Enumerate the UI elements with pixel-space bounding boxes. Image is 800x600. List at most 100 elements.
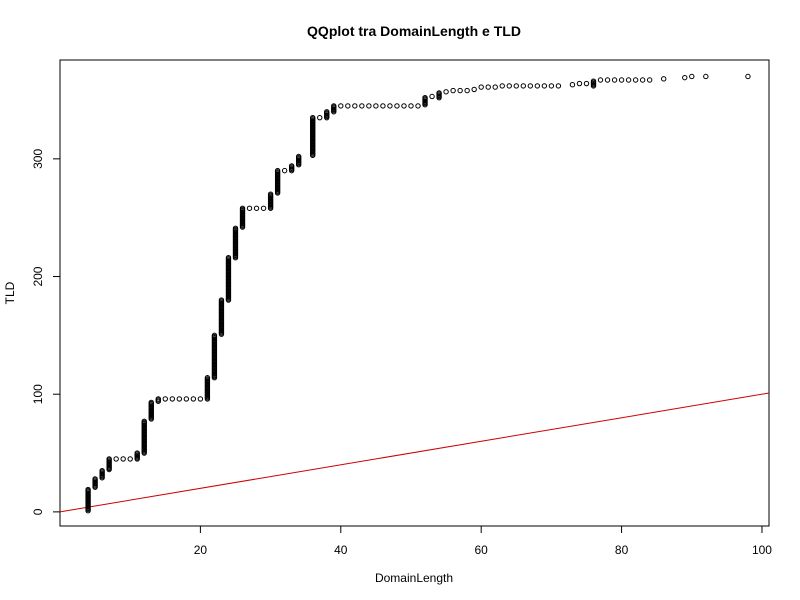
y-tick-label: 200 <box>31 266 45 286</box>
data-point <box>373 103 379 109</box>
data-point <box>401 103 407 109</box>
data-point <box>464 87 470 94</box>
data-point <box>443 89 449 95</box>
data-point <box>338 103 344 109</box>
data-point <box>555 83 562 89</box>
y-axis: 0 100 200 300 <box>31 149 60 515</box>
data-point <box>639 77 646 83</box>
data-point <box>218 297 225 303</box>
x-tick-label: 20 <box>194 543 208 557</box>
data-point <box>541 83 548 89</box>
x-axis-label: DomainLength <box>375 571 453 585</box>
data-point <box>232 225 239 231</box>
data-point <box>625 77 632 83</box>
data-point <box>576 80 583 87</box>
data-point <box>211 332 218 339</box>
data-point <box>176 396 183 402</box>
data-point <box>506 83 512 89</box>
data-point <box>366 103 372 109</box>
data-point <box>162 396 168 402</box>
data-point <box>520 83 527 89</box>
data-point <box>499 83 505 89</box>
data-point <box>127 456 133 462</box>
data-point <box>380 103 386 109</box>
data-point <box>197 396 204 402</box>
data-point <box>646 77 653 83</box>
data-point <box>295 153 302 160</box>
data-point <box>253 205 260 211</box>
data-point <box>689 73 695 80</box>
data-point <box>661 76 667 82</box>
data-point <box>359 103 365 109</box>
data-point <box>141 418 147 424</box>
x-tick-label: 80 <box>615 543 629 557</box>
data-point <box>457 87 463 94</box>
y-tick-label: 0 <box>31 508 45 515</box>
data-point <box>611 77 618 83</box>
data-point <box>527 83 534 89</box>
data-point <box>281 167 288 174</box>
data-point <box>317 114 323 121</box>
data-point <box>239 205 246 211</box>
data-point <box>113 456 119 462</box>
data-point <box>204 375 211 381</box>
chart-title: QQplot tra DomainLength e TLD <box>307 23 521 39</box>
x-tick-label: 60 <box>475 543 489 557</box>
reference-line <box>59 392 770 513</box>
data-point <box>324 109 330 115</box>
y-axis-label: TLD <box>3 281 17 304</box>
x-tick-label: 40 <box>334 543 348 557</box>
data-point <box>394 103 400 109</box>
data-point <box>169 396 176 402</box>
data-point <box>106 456 112 462</box>
data-point <box>436 90 442 96</box>
data-point <box>492 84 498 90</box>
plot-frame <box>59 59 770 527</box>
data-point <box>183 396 190 402</box>
data-point <box>134 450 140 456</box>
data-point <box>534 83 541 89</box>
data-point <box>408 103 414 109</box>
data-point <box>345 103 351 109</box>
data-point <box>148 399 154 406</box>
data-point <box>260 205 267 211</box>
data-point <box>429 93 435 100</box>
data-point <box>703 73 709 80</box>
reference-line-layer <box>59 392 770 513</box>
data-point <box>548 83 555 89</box>
data-point <box>513 83 519 89</box>
data-point <box>604 77 611 83</box>
points-layer <box>85 73 751 514</box>
data-point <box>310 114 316 121</box>
data-point <box>471 86 477 93</box>
data-point <box>478 84 484 90</box>
data-point <box>225 254 232 261</box>
data-point <box>387 103 393 109</box>
data-point <box>120 456 126 462</box>
data-point <box>682 74 688 81</box>
data-point <box>422 94 428 101</box>
data-point <box>274 167 281 174</box>
data-point <box>569 82 576 88</box>
x-tick-label: 100 <box>752 543 772 557</box>
data-point <box>99 467 105 474</box>
y-tick-label: 100 <box>31 384 45 404</box>
data-point <box>597 77 604 83</box>
data-point <box>450 87 456 94</box>
data-point <box>85 486 91 493</box>
x-axis: 20 40 60 80 100 <box>194 526 772 557</box>
data-point <box>267 191 274 197</box>
data-point <box>352 103 358 109</box>
data-point <box>288 163 295 169</box>
data-point <box>415 103 421 109</box>
data-point <box>246 205 253 211</box>
data-point <box>583 80 590 87</box>
data-point <box>590 78 597 84</box>
data-point <box>485 84 491 90</box>
data-point <box>190 396 197 402</box>
data-point <box>632 77 639 83</box>
y-tick-label: 300 <box>31 149 45 169</box>
data-point <box>331 103 337 109</box>
data-point <box>745 73 751 80</box>
